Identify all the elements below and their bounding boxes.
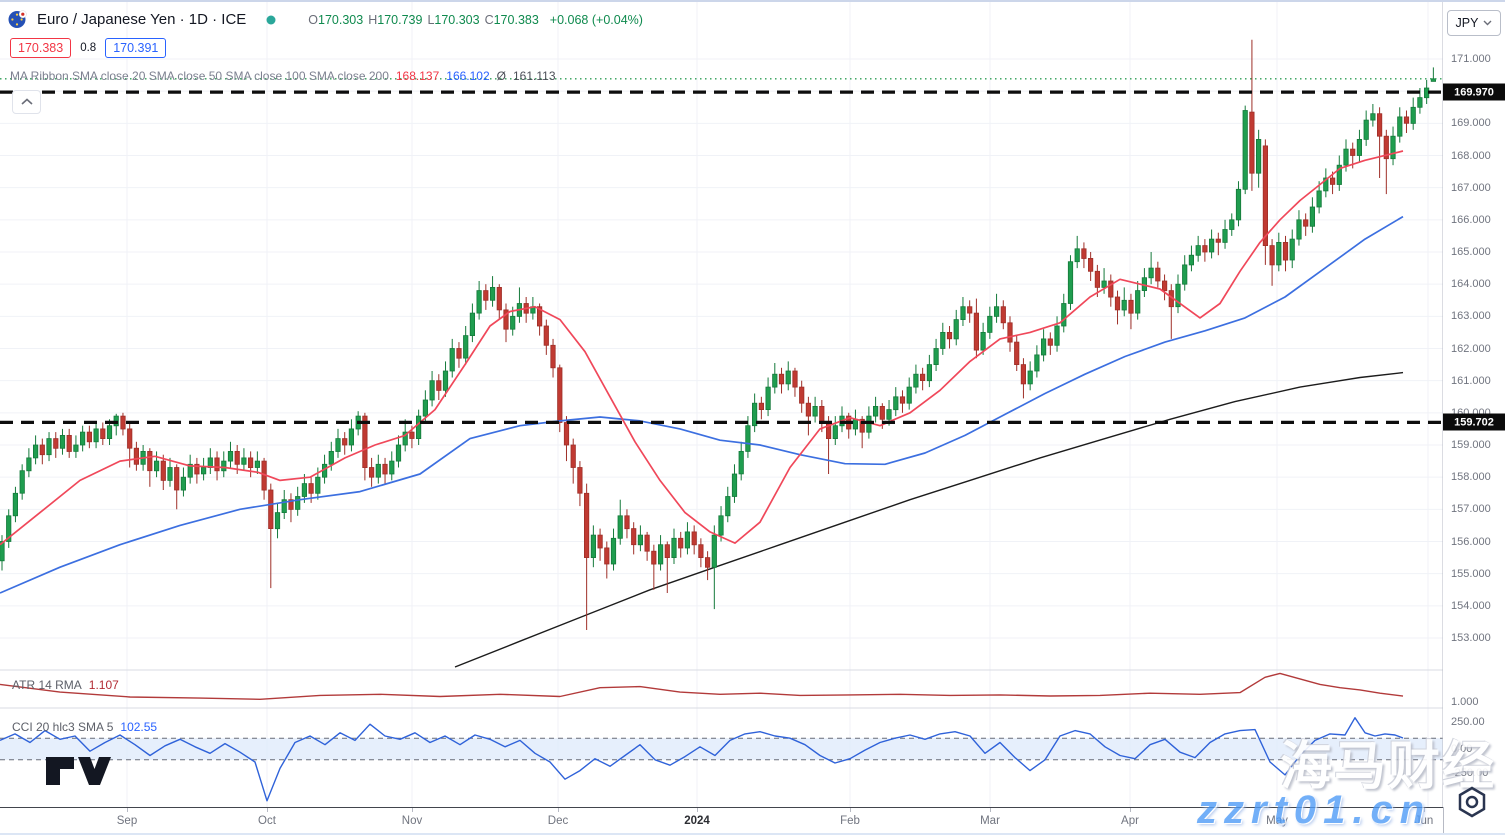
indicator-scale-label: -250.00 [1451, 767, 1489, 779]
time-tick-label: Apr [1121, 815, 1139, 827]
open-label: O [308, 12, 319, 27]
high-value: 170.739 [377, 12, 423, 27]
collapse-legend-button[interactable] [12, 90, 41, 114]
currency-toggle-button[interactable]: JPY [1447, 10, 1501, 36]
sma-mid-value: 166.102 [446, 69, 490, 83]
atr-value: 1.107 [88, 678, 119, 692]
time-tick-mark [127, 808, 128, 812]
time-tick-label: Nov [401, 815, 423, 827]
atr-legend[interactable]: ATR 14 RMA 1.107 [12, 678, 119, 692]
time-tick-mark [267, 808, 268, 812]
price-tick-label: 165.000 [1451, 246, 1491, 258]
sell-button[interactable]: 170.383 [10, 38, 72, 58]
indicator-scale-label: 1.000 [1451, 696, 1479, 708]
time-tick-label: Dec [547, 815, 569, 827]
price-tick-label: 156.000 [1451, 535, 1491, 548]
ohlc-readout: O170.303 H170.739 L170.303 C170.383 +0.0… [308, 13, 643, 27]
tradingview-logo[interactable] [44, 754, 130, 788]
time-tick-mark [850, 808, 851, 812]
sma-fast-value: 168.137 [395, 69, 440, 83]
price-tick-label: 159.000 [1451, 439, 1491, 451]
price-tick-label: 167.000 [1451, 181, 1491, 194]
symbol-title[interactable]: Euro / Japanese Yen · 1D · ICE [37, 11, 247, 28]
time-tick-label: Oct [258, 815, 276, 827]
change-value: +0.068 (+0.04%) [549, 12, 643, 27]
time-tick-mark [990, 808, 991, 812]
price-axis[interactable]: 171.000170.000169.000168.000167.000166.0… [1443, 2, 1505, 807]
price-tick-label: 163.000 [1451, 310, 1491, 323]
level-price-pill[interactable]: 169.970 [1443, 83, 1505, 101]
market-status-icon[interactable] [266, 15, 276, 25]
price-tick-label: 155.000 [1451, 567, 1491, 580]
ma-ribbon-legend[interactable]: MA Ribbon SMA close 20 SMA close 50 SMA … [10, 69, 556, 83]
price-tick-label: 157.000 [1451, 503, 1491, 516]
cci-value: 102.55 [120, 720, 158, 734]
indicator-scale-label: 0.00 [1451, 743, 1473, 755]
ribbon-avg-value: 161.113 [513, 69, 556, 83]
bid-ask-row: 170.383 0.8 170.391 [10, 38, 167, 58]
avg-prefix: Ø [496, 69, 506, 83]
close-label: C [484, 12, 494, 27]
price-tick-label: 162.000 [1451, 342, 1491, 355]
symbol-flag-icon [8, 10, 27, 28]
time-tick-label: May [1266, 815, 1288, 827]
time-tick-mark [697, 808, 698, 812]
time-tick-mark [558, 808, 559, 812]
time-tick-mark [1277, 808, 1278, 812]
atr-name: ATR 14 RMA [12, 678, 82, 692]
price-tick-label: 169.000 [1451, 117, 1491, 130]
price-tick-label: 166.000 [1451, 213, 1491, 226]
cci-legend[interactable]: CCI 20 hlc3 SMA 5 102.55 [12, 720, 157, 734]
close-value: 170.383 [493, 12, 539, 27]
price-tick-label: 154.000 [1451, 599, 1491, 612]
ma-ribbon-label: MA Ribbon SMA close 20 SMA close 50 SMA … [10, 69, 389, 83]
time-tick-mark [1424, 808, 1425, 812]
price-tick-label: 168.000 [1451, 149, 1491, 162]
time-tick-label: Jun [1414, 815, 1434, 827]
chevron-up-icon [20, 98, 33, 105]
price-tick-label: 171.000 [1451, 53, 1491, 65]
low-value: 170.303 [434, 12, 480, 27]
time-tick-label: 2024 [684, 815, 710, 827]
cci-name: CCI 20 hlc3 SMA 5 [12, 720, 114, 734]
symbol-header: Euro / Japanese Yen · 1D · ICE O170.303 … [8, 10, 643, 29]
axis-corner [1443, 807, 1505, 833]
time-tick-mark [1130, 808, 1131, 812]
chevron-down-icon [1483, 20, 1492, 26]
time-axis[interactable]: Sep Oct Nov Dec 2024 Feb Mar Apr May Jun [0, 807, 1505, 833]
price-tick-label: 161.000 [1451, 374, 1491, 387]
high-label: H [368, 12, 378, 27]
indicator-scale-label: 250.00 [1451, 716, 1485, 728]
spread-label: 0.8 [80, 42, 97, 54]
open-value: 170.303 [318, 12, 364, 27]
time-tick-label: Feb [840, 815, 860, 827]
currency-label: JPY [1455, 16, 1479, 30]
time-tick-label: Mar [980, 815, 1000, 827]
chart-canvas[interactable] [0, 2, 1505, 807]
time-tick-mark [412, 808, 413, 812]
time-tick-label: Sep [116, 815, 138, 827]
buy-button[interactable]: 170.391 [105, 38, 167, 58]
price-tick-label: 164.000 [1451, 278, 1491, 291]
level-price-pill[interactable]: 159.702 [1443, 413, 1505, 431]
price-tick-label: 158.000 [1451, 471, 1491, 484]
low-label: L [427, 12, 435, 27]
price-tick-label: 153.000 [1451, 632, 1491, 644]
